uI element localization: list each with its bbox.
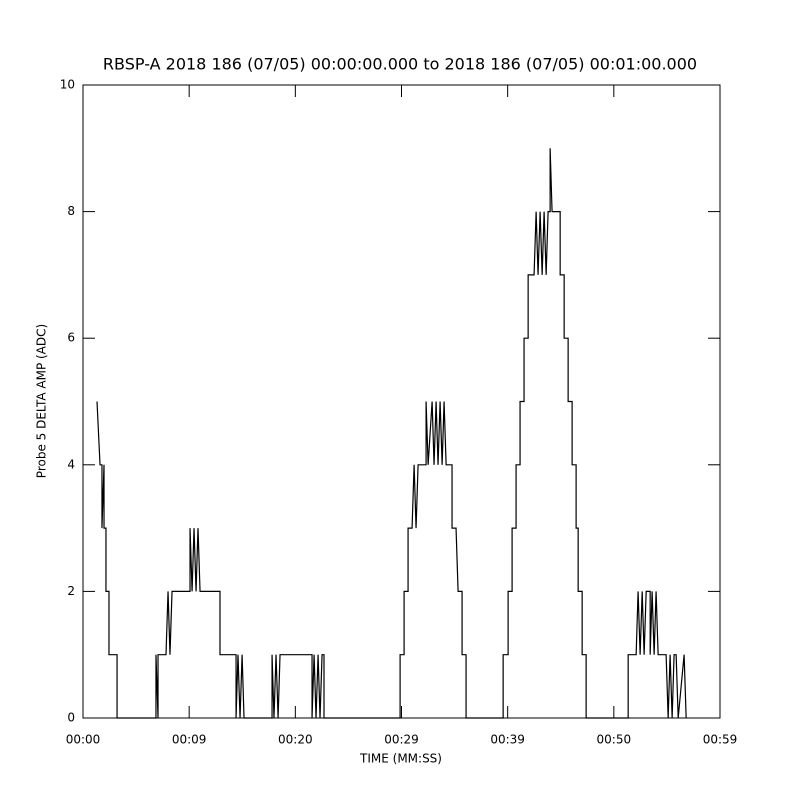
data-line: [96, 148, 687, 719]
x-tick-label: 00:39: [490, 733, 525, 747]
y-tick-label: 6: [67, 331, 75, 345]
y-tick-label: 10: [60, 78, 75, 92]
x-tick-label: 00:20: [278, 733, 313, 747]
x-tick-label: 00:50: [597, 733, 632, 747]
x-tick-label: 00:00: [66, 733, 101, 747]
chart-title: RBSP-A 2018 186 (07/05) 00:00:00.000 to …: [103, 55, 697, 74]
x-tick-label: 00:29: [384, 733, 419, 747]
x-tick-label: 00:59: [703, 733, 738, 747]
y-tick-label: 4: [67, 457, 75, 471]
y-tick-label: 2: [67, 584, 75, 598]
y-axis-label: Probe 5 DELTA AMP (ADC): [35, 324, 49, 478]
x-tick-label: 00:09: [172, 733, 207, 747]
y-tick-label: 8: [67, 204, 75, 218]
y-tick-label: 0: [67, 711, 75, 725]
x-axis-label: TIME (MM:SS): [359, 752, 442, 766]
